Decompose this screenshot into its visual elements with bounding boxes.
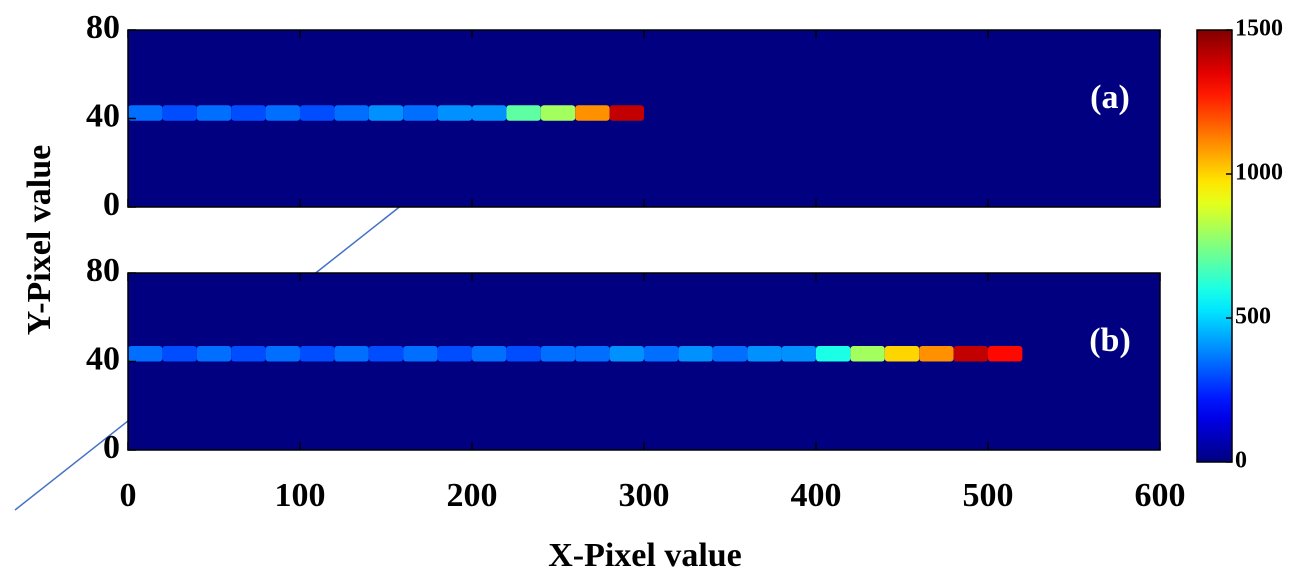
y-tick-label: 80 [86, 252, 120, 289]
heat-cell [265, 346, 300, 362]
heat-cell [162, 105, 197, 121]
heat-cell [368, 346, 404, 362]
y-tick-label: 40 [86, 340, 120, 377]
heat-cell [300, 346, 335, 362]
x-tick-label: 400 [791, 477, 842, 514]
heat-cell [678, 346, 713, 362]
x-tick-label: 600 [1135, 477, 1186, 514]
x-tick-label: 300 [619, 477, 670, 514]
heat-cell [540, 105, 576, 121]
heat-cell [231, 346, 266, 362]
x-tick-label: 0 [120, 477, 137, 514]
heat-cell [506, 346, 541, 362]
heat-cell [850, 346, 885, 362]
x-tick-label: 100 [275, 477, 326, 514]
colorbar [1196, 29, 1233, 463]
heat-cell [472, 346, 507, 362]
colorbar-tick-label: 0 [1235, 448, 1247, 474]
colorbar-tick-label: 1000 [1235, 160, 1283, 186]
y-axis-label: Y-Pixel value [21, 145, 58, 335]
heat-cell [540, 346, 576, 362]
heat-cell [403, 105, 438, 121]
plot-background [128, 273, 1160, 450]
heat-cell [334, 105, 369, 121]
heat-cell [644, 346, 679, 362]
heat-cell [609, 105, 644, 121]
x-tick-label: 200 [447, 477, 498, 514]
panel-label: (b) [1089, 322, 1131, 359]
heat-cell [128, 346, 163, 362]
y-tick-label: 0 [103, 429, 120, 466]
x-tick-label: 500 [963, 477, 1014, 514]
heat-cell [162, 346, 197, 362]
heat-cell [609, 346, 644, 362]
heat-cell [334, 346, 369, 362]
y-tick-label: 40 [86, 97, 120, 134]
heat-cell [506, 105, 541, 121]
heat-cell [196, 105, 232, 121]
heat-cell [575, 346, 610, 362]
heat-cell [988, 346, 1023, 362]
heat-cell [368, 105, 404, 121]
colorbar-tick-label: 500 [1235, 304, 1271, 330]
heat-cell [884, 346, 920, 362]
heat-cell [816, 346, 851, 362]
panel-label: (a) [1090, 79, 1130, 116]
heat-cell [781, 346, 816, 362]
heat-cell [747, 346, 782, 362]
heat-cell [128, 105, 163, 121]
plot-background [128, 30, 1160, 207]
heat-cell [231, 105, 266, 121]
heat-cell [953, 346, 988, 362]
heat-cell [437, 105, 472, 121]
heat-cell [196, 346, 232, 362]
y-tick-label: 0 [103, 186, 120, 223]
colorbar-tick-label: 1500 [1235, 16, 1283, 42]
heat-cell [437, 346, 472, 362]
x-axis-label: X-Pixel value [548, 537, 742, 574]
heat-cell [472, 105, 507, 121]
heat-cell [265, 105, 300, 121]
heat-cell [712, 346, 748, 362]
heat-cell [300, 105, 335, 121]
heat-cell [575, 105, 610, 121]
heat-cell [403, 346, 438, 362]
heat-cell [919, 346, 954, 362]
y-tick-label: 80 [86, 9, 120, 46]
